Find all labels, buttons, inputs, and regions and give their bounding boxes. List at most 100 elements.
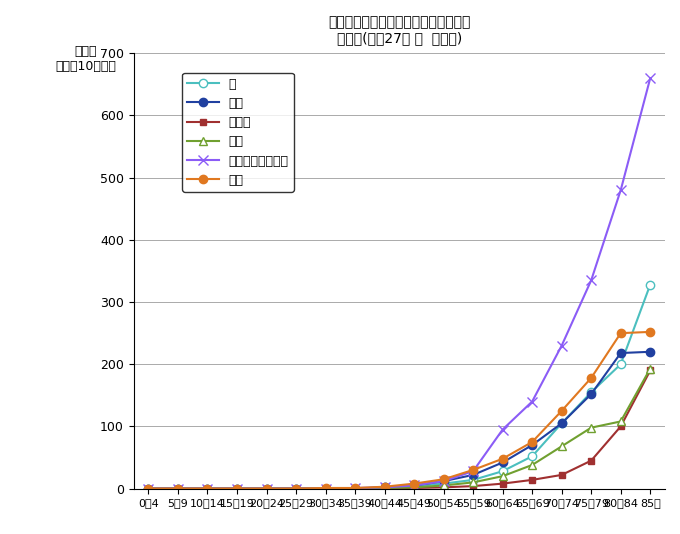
気管・気管支・肺 (439, 478, 447, 484)
膵臓 (203, 485, 211, 492)
胆のう (439, 484, 447, 491)
胃 (233, 485, 241, 492)
気管・気管支・肺 (292, 485, 300, 492)
肝臓 (587, 391, 595, 397)
気管・気管支・肺 (322, 485, 330, 492)
気管・気管支・肺 (498, 426, 507, 433)
Title: 部位別にみた悪性新生物の年齢階級別
死亡率(平成27年 男  熊本県): 部位別にみた悪性新生物の年齢階級別 死亡率(平成27年 男 熊本県) (328, 15, 471, 45)
気管・気管支・肺 (144, 485, 152, 492)
大腸 (558, 407, 566, 414)
大腸 (233, 485, 241, 492)
気管・気管支・肺 (646, 75, 654, 81)
肝臓 (144, 485, 152, 492)
胃 (587, 389, 595, 395)
胆のう (351, 485, 359, 492)
肝臓 (262, 485, 271, 492)
胆のう (646, 367, 654, 374)
膵臓 (528, 462, 537, 468)
胆のう (322, 485, 330, 492)
胆のう (174, 485, 182, 492)
大腸 (498, 456, 507, 462)
Line: 膵臓: 膵臓 (144, 364, 654, 493)
肝臓 (617, 350, 625, 356)
膵臓 (351, 485, 359, 492)
肝臓 (322, 485, 330, 492)
胃 (617, 361, 625, 367)
胃 (439, 481, 447, 487)
膵臓 (617, 418, 625, 425)
胃 (410, 483, 418, 489)
大腸 (587, 375, 595, 381)
膵臓 (587, 425, 595, 431)
大腸 (262, 485, 271, 492)
気管・気管支・肺 (262, 485, 271, 492)
大腸 (646, 329, 654, 335)
気管・気管支・肺 (587, 277, 595, 284)
Line: 肝臓: 肝臓 (144, 348, 654, 493)
胆のう (587, 458, 595, 464)
胆のう (498, 481, 507, 487)
胃 (322, 485, 330, 492)
大腸 (469, 467, 477, 473)
胆のう (292, 485, 300, 492)
肝臓 (469, 472, 477, 478)
肝臓 (410, 482, 418, 489)
大腸 (322, 485, 330, 491)
肝臓 (646, 349, 654, 355)
膵臓 (174, 485, 182, 492)
膵臓 (262, 485, 271, 492)
胃 (469, 477, 477, 483)
気管・気管支・肺 (351, 485, 359, 491)
胆のう (203, 485, 211, 492)
膵臓 (410, 484, 418, 491)
肝臓 (439, 478, 447, 484)
胃 (498, 468, 507, 474)
胆のう (617, 423, 625, 430)
膵臓 (558, 443, 566, 450)
Line: 胆のう: 胆のう (145, 367, 653, 492)
肝臓 (203, 485, 211, 492)
胃 (558, 420, 566, 427)
大腸 (439, 476, 447, 483)
Line: 胃: 胃 (144, 280, 654, 493)
膵臓 (381, 485, 389, 491)
膵臓 (469, 479, 477, 485)
気管・気管支・肺 (469, 468, 477, 474)
胆のう (262, 485, 271, 492)
胆のう (144, 485, 152, 492)
膵臓 (439, 482, 447, 489)
Line: 気管・気管支・肺: 気管・気管支・肺 (143, 73, 655, 493)
膵臓 (498, 473, 507, 480)
膵臓 (646, 365, 654, 372)
胆のう (528, 477, 537, 483)
大腸 (410, 481, 418, 487)
気管・気管支・肺 (528, 398, 537, 405)
気管・気管支・肺 (203, 485, 211, 492)
大腸 (528, 439, 537, 445)
肝臓 (292, 485, 300, 492)
肝臓 (233, 485, 241, 492)
胆のう (558, 472, 566, 478)
気管・気管支・肺 (381, 484, 389, 491)
胆のう (381, 485, 389, 492)
膵臓 (233, 485, 241, 492)
胃 (203, 485, 211, 492)
胆のう (469, 483, 477, 489)
気管・気管支・肺 (174, 485, 182, 492)
肝臓 (558, 420, 566, 427)
Legend: 胃, 肝臓, 胆のう, 膵臓, 気管・気管支・肺, 大腸: 胃, 肝臓, 胆のう, 膵臓, 気管・気管支・肺, 大腸 (182, 73, 294, 192)
大腸 (174, 485, 182, 492)
胃 (381, 484, 389, 491)
肝臓 (498, 459, 507, 466)
大腸 (381, 483, 389, 490)
大腸 (617, 330, 625, 336)
胃 (174, 485, 182, 492)
Y-axis label: 死亡率
（人口10万対）: 死亡率 （人口10万対） (55, 45, 116, 73)
気管・気管支・肺 (233, 485, 241, 492)
肝臓 (174, 485, 182, 492)
大腸 (292, 485, 300, 492)
肝臓 (528, 442, 537, 448)
大腸 (203, 485, 211, 492)
Line: 大腸: 大腸 (144, 328, 654, 493)
胃 (646, 281, 654, 288)
